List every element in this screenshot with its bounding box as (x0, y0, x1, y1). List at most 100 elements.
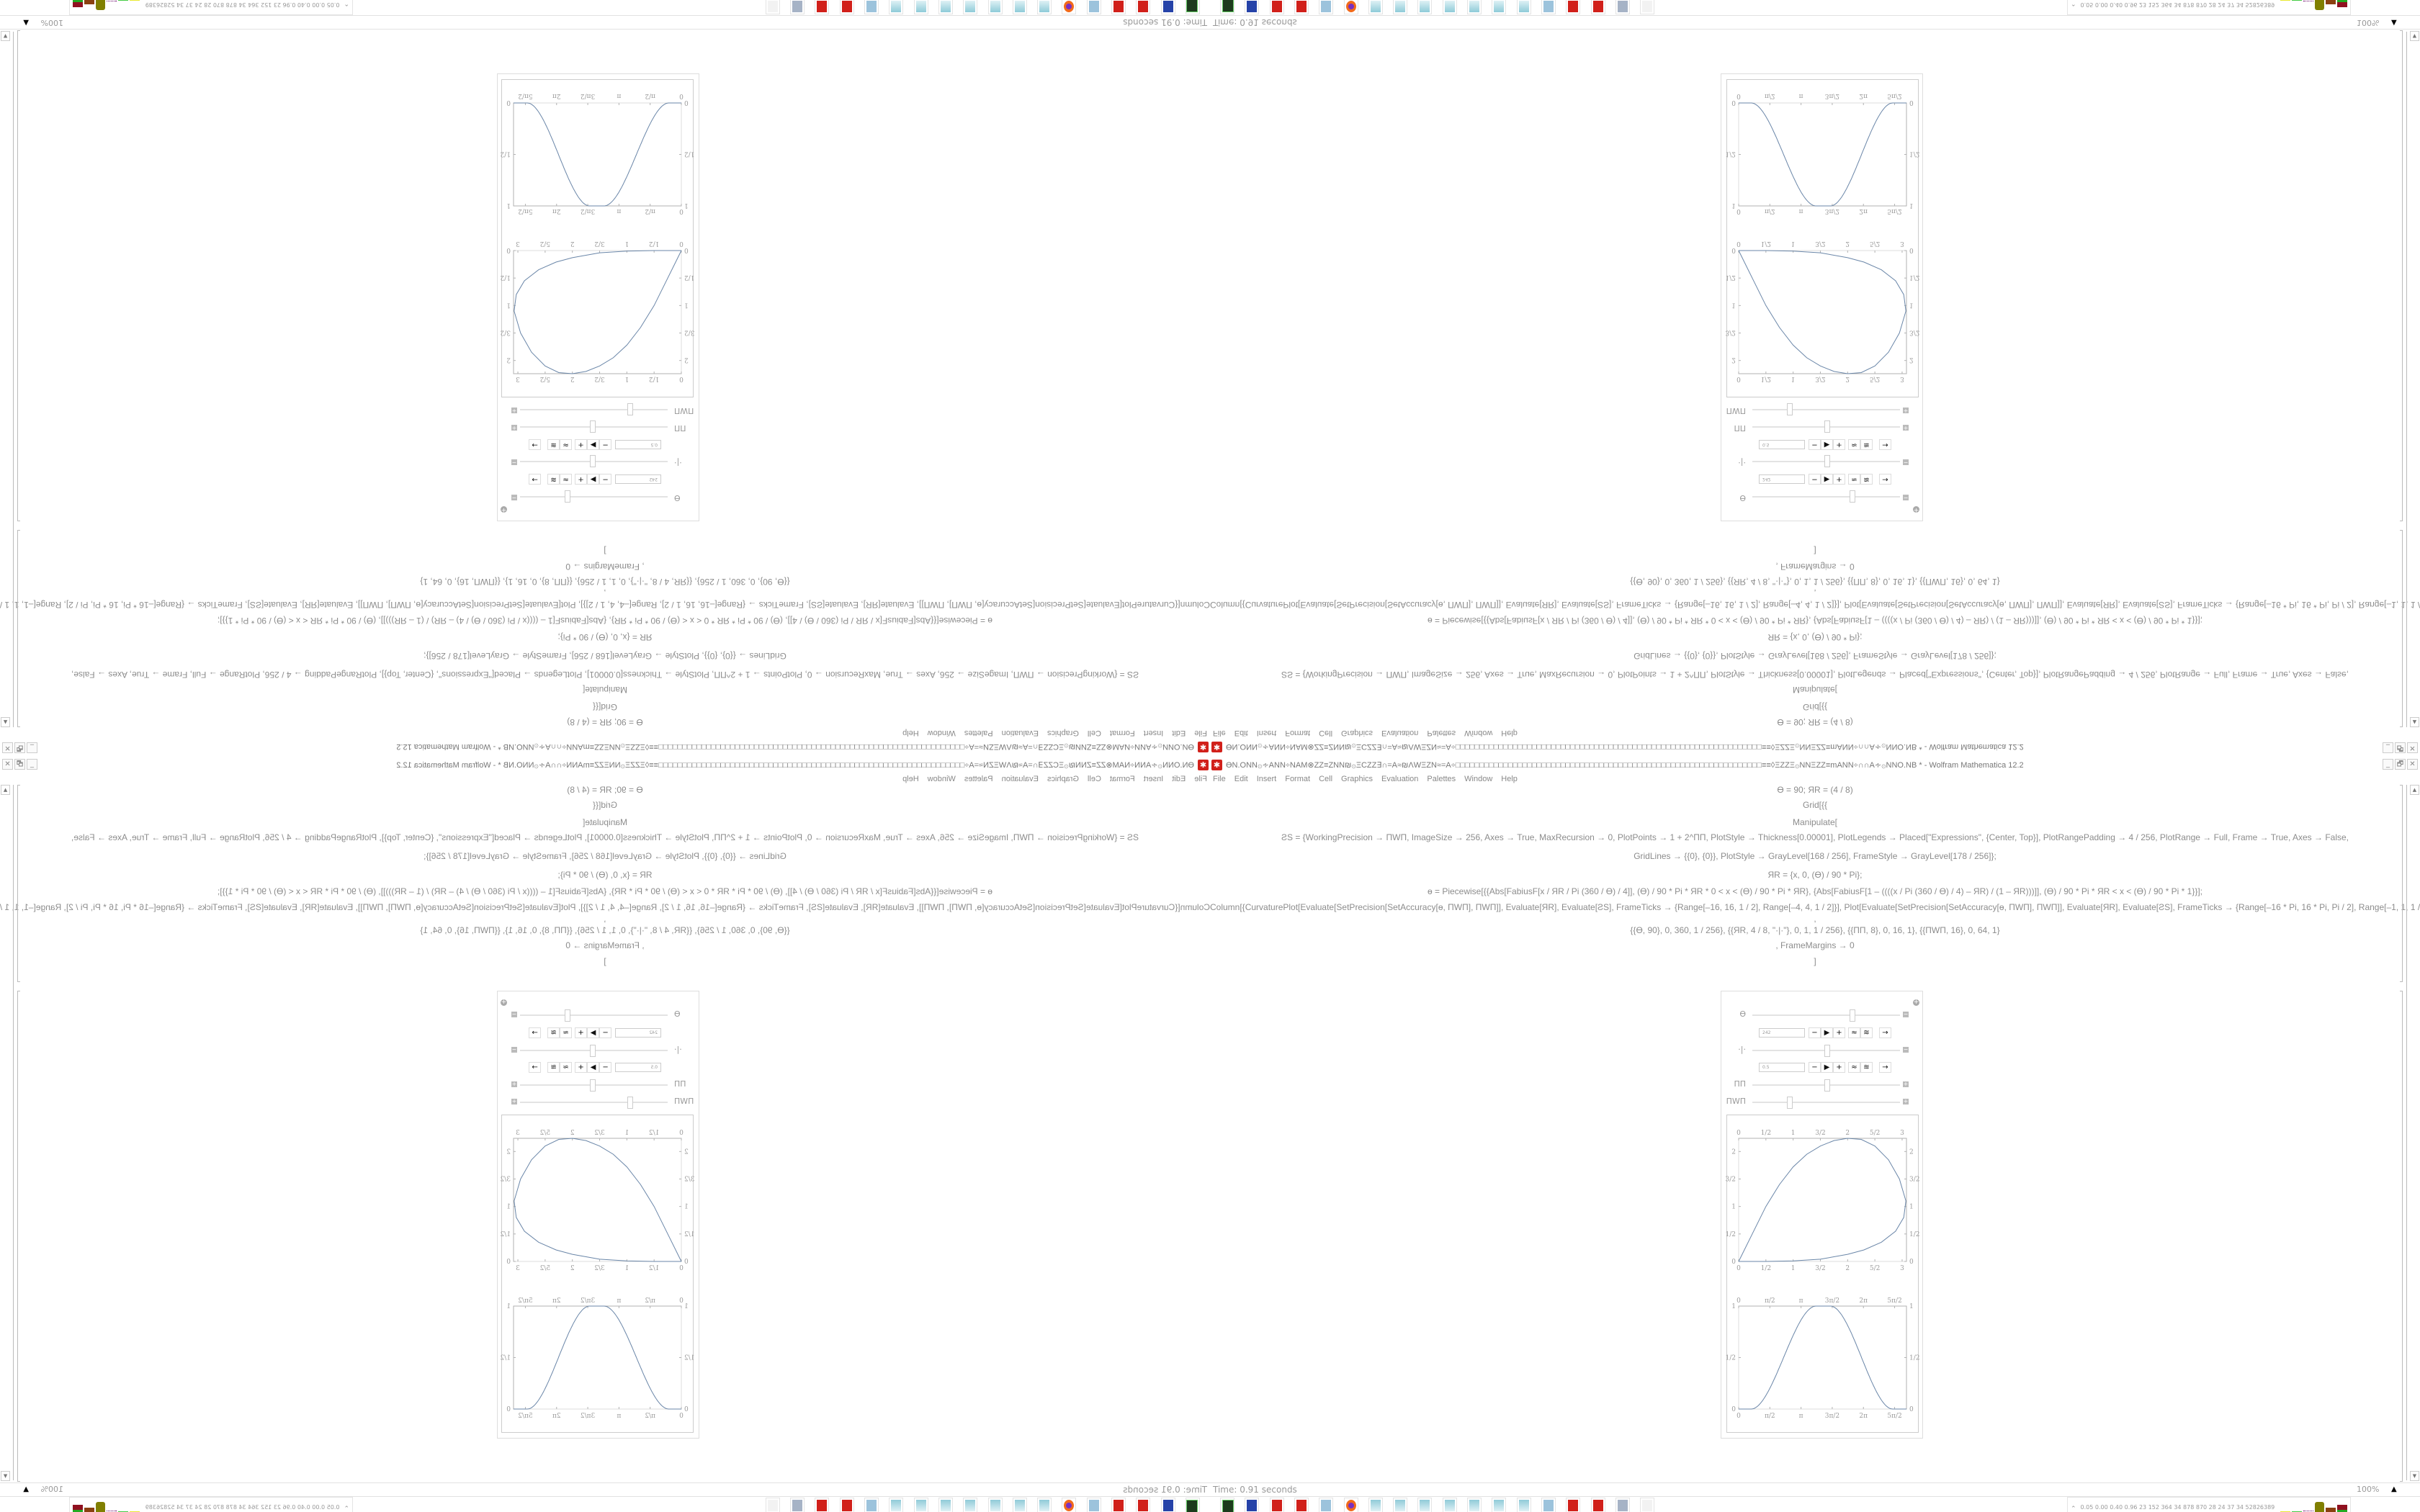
direction-button[interactable]: → (529, 474, 541, 485)
code-line[interactable]: Column[{CurvaturePlot[Evaluate[SetPrecis… (1210, 902, 2420, 912)
slider-thumb[interactable] (590, 420, 596, 433)
slider-thumb[interactable] (1787, 403, 1793, 415)
scroll-up-button[interactable]: ▲ (2410, 785, 2419, 795)
faster-button[interactable]: ≈ (1848, 1062, 1860, 1073)
taskbar-button[interactable] (938, 0, 953, 14)
slider-thumb[interactable] (627, 1097, 633, 1109)
slower-button[interactable]: ≋ (547, 1062, 560, 1073)
taskbar-button[interactable] (1615, 0, 1630, 14)
direction-button[interactable]: → (529, 1062, 541, 1073)
cell-bracket[interactable] (2400, 530, 2403, 727)
minimize-button[interactable]: _ (27, 742, 37, 753)
expand-animator-button[interactable]: + (511, 1098, 517, 1104)
faster-button[interactable]: ≈ (1848, 1027, 1860, 1038)
taskbar-button[interactable] (963, 0, 978, 14)
direction-button[interactable]: → (1879, 1027, 1891, 1038)
taskbar-button[interactable] (1615, 1498, 1630, 1512)
cell-bracket[interactable] (17, 30, 20, 521)
faster-button[interactable]: ≈ (1848, 474, 1860, 485)
taskbar-button[interactable] (1467, 1498, 1482, 1512)
taskbar-button[interactable] (1492, 1498, 1507, 1512)
code-line[interactable]: ϴ = 90; ЯR = (4 / 8) (1777, 785, 1853, 795)
scroll-up-button[interactable]: ▲ (1, 717, 10, 727)
menu-cell[interactable]: Cell (1087, 775, 1101, 783)
menu-evaluation[interactable]: Evaluation (1381, 729, 1419, 737)
taskbar-button[interactable] (1516, 0, 1531, 14)
cell-bracket[interactable] (17, 530, 20, 727)
cell-bracket[interactable] (2400, 991, 2403, 1482)
collapse-animator-button[interactable]: − (511, 1046, 517, 1053)
faster-button[interactable]: ≈ (560, 474, 572, 485)
code-line[interactable]: GridLines → {{0}, {0}}, PlotStyle → Gray… (1634, 651, 1996, 661)
code-line[interactable]: , FrameMargins → 0 (1775, 940, 1855, 950)
play-button[interactable]: ▶ (587, 1027, 599, 1038)
code-line[interactable]: ϴ = 90; ЯR = (4 / 8) (567, 785, 643, 795)
zoom-menu-icon[interactable]: ▲ (23, 19, 29, 27)
taskbar-button[interactable] (1245, 1498, 1260, 1512)
minimize-button[interactable]: _ (2383, 742, 2393, 753)
scroll-down-button[interactable]: ▼ (2410, 1471, 2419, 1481)
taskbar-button[interactable] (1442, 0, 1457, 14)
menu-insert[interactable]: Insert (1143, 775, 1164, 783)
code-line[interactable]: Manipulate[ (582, 685, 628, 695)
slider-thumb[interactable] (565, 490, 571, 503)
increment-button[interactable]: + (1833, 1062, 1845, 1073)
expand-animator-button[interactable]: + (1903, 425, 1909, 431)
taskbar-button[interactable] (938, 1498, 953, 1512)
code-line[interactable]: GridLines → {{0}, {0}}, PlotStyle → Gray… (424, 651, 786, 661)
close-button[interactable]: ✕ (2407, 759, 2418, 770)
options-plus-icon[interactable]: + (1913, 999, 1919, 1006)
slower-button[interactable]: ≋ (1860, 1027, 1873, 1038)
play-button[interactable]: ▶ (1821, 474, 1833, 485)
collapse-animator-button[interactable]: − (1903, 1011, 1909, 1017)
zoom-level[interactable]: 100% (2357, 18, 2380, 27)
code-line[interactable]: Column[{CurvaturePlot[Evaluate[SetPrecis… (0, 902, 1210, 912)
menu-file[interactable]: File (1194, 729, 1207, 737)
slider-thumb[interactable] (1824, 1045, 1830, 1057)
minimize-button[interactable]: _ (27, 759, 37, 770)
restore-button[interactable]: 🗗 (2395, 742, 2406, 753)
code-line[interactable]: , FrameMargins → 0 (565, 940, 645, 950)
minimize-button[interactable]: _ (2383, 759, 2393, 770)
code-line[interactable]: {{ϴ, 90}, 0, 360, 1 / 256}, {{ЯR, 4 / 8,… (1630, 577, 2000, 587)
increment-button[interactable]: + (575, 1027, 587, 1038)
taskbar-button[interactable] (839, 0, 854, 14)
menu-window[interactable]: Window (1464, 775, 1493, 783)
decrement-button[interactable]: − (1809, 474, 1821, 485)
code-line[interactable]: ɵ = Piecewise[{{Abs[FabiusF[x / ЯR / Pi … (218, 886, 993, 896)
play-button[interactable]: ▶ (1821, 439, 1833, 450)
menu-evaluation[interactable]: Evaluation (1001, 775, 1039, 783)
code-line[interactable]: ЯR = {x, 0, (ϴ) / 90 * Pi}; (1767, 870, 1863, 880)
code-line[interactable]: ϴ = 90; ЯR = (4 / 8) (567, 717, 643, 727)
cell-bracket[interactable] (17, 991, 20, 1482)
restore-button[interactable]: 🗗 (2395, 759, 2406, 770)
menu-window[interactable]: Window (927, 775, 956, 783)
increment-button[interactable]: + (1833, 1027, 1845, 1038)
slider-track[interactable] (1752, 1102, 1900, 1103)
expand-animator-button[interactable]: + (511, 1081, 517, 1087)
taskbar-button[interactable] (839, 1498, 854, 1512)
value-input[interactable]: 0.5 (1759, 440, 1805, 449)
taskbar-button[interactable] (1037, 1498, 1052, 1512)
taskbar-button[interactable] (790, 0, 805, 14)
taskbar-button[interactable] (1343, 1498, 1358, 1512)
taskbar-button[interactable] (1640, 1498, 1655, 1512)
expand-tray-icon[interactable]: ⌃ (2071, 1506, 2076, 1512)
expand-tray-icon[interactable]: ⌃ (344, 0, 349, 6)
zoom-menu-icon[interactable]: ▲ (2391, 1485, 2397, 1493)
code-line[interactable]: Grid[{{ (1802, 800, 1828, 810)
slider-track[interactable] (520, 409, 668, 410)
zoom-menu-icon[interactable]: ▲ (2391, 19, 2397, 27)
code-line[interactable]: ЯR = {x, 0, (ϴ) / 90 * Pi}; (1767, 632, 1863, 642)
code-line[interactable]: Manipulate[ (1792, 817, 1838, 827)
slower-button[interactable]: ≋ (1860, 1062, 1873, 1073)
close-button[interactable]: ✕ (2407, 742, 2418, 753)
code-line[interactable]: Column[{CurvaturePlot[Evaluate[SetPrecis… (0, 600, 1210, 610)
menu-graphics[interactable]: Graphics (1047, 729, 1079, 737)
taskbar-button[interactable] (815, 0, 830, 14)
taskbar-button[interactable] (1294, 1498, 1309, 1512)
zoom-level[interactable]: 100% (40, 18, 63, 27)
taskbar-button[interactable] (1492, 0, 1507, 14)
taskbar-button[interactable] (1111, 1498, 1126, 1512)
taskbar-button[interactable] (963, 1498, 978, 1512)
